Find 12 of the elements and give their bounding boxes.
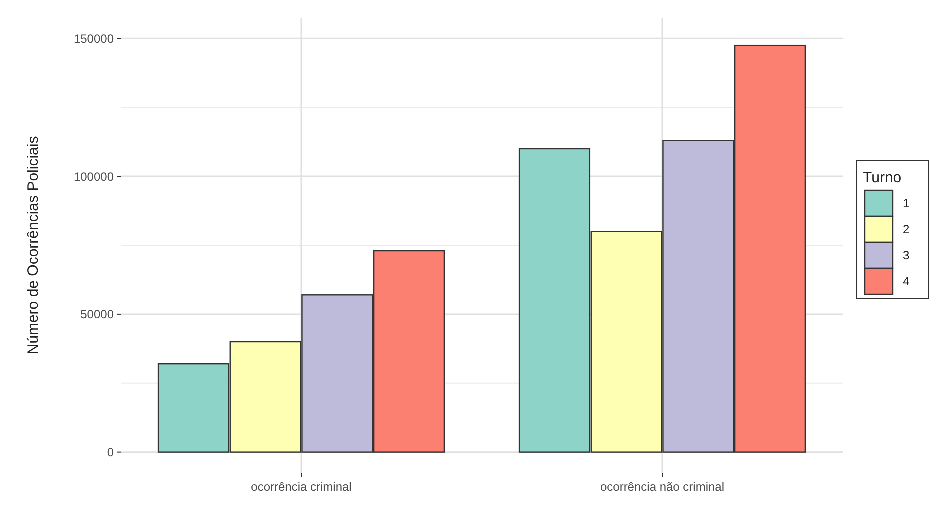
y-axis-title: Número de Ocorrências Policiais bbox=[25, 136, 42, 355]
legend-title: Turno bbox=[863, 170, 902, 186]
x-tick-label: ocorrência criminal bbox=[251, 480, 352, 494]
y-tick-label: 50000 bbox=[80, 308, 114, 322]
y-tick-label: 0 bbox=[107, 446, 114, 460]
x-tick-label: ocorrência não criminal bbox=[600, 480, 725, 494]
legend-label: 1 bbox=[903, 196, 910, 211]
y-tick-label: 100000 bbox=[74, 170, 114, 184]
legend-label: 2 bbox=[903, 222, 910, 237]
y-tick-label: 150000 bbox=[74, 32, 114, 46]
legend-label: 4 bbox=[903, 274, 910, 289]
legend-label: 3 bbox=[903, 248, 910, 263]
